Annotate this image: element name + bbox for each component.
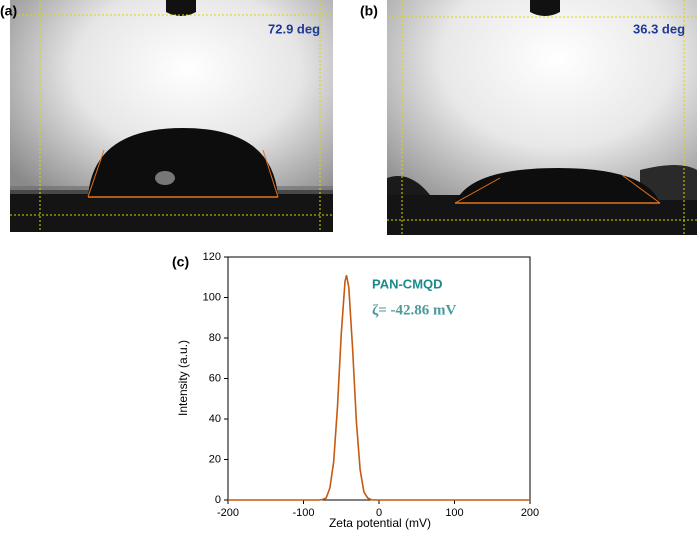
y-tick-label: 80 xyxy=(209,332,221,344)
y-tick-label: 20 xyxy=(209,453,221,465)
y-tick-label: 120 xyxy=(203,251,221,263)
annotation: ζ= -42.86 mV xyxy=(372,302,456,318)
angle-label: 72.9 deg xyxy=(268,21,320,36)
x-tick-label: -100 xyxy=(292,507,314,519)
legend-label: PAN-CMQD xyxy=(372,276,443,291)
y-tick-label: 60 xyxy=(209,372,221,384)
photo-b xyxy=(387,0,697,235)
data-line xyxy=(228,275,530,501)
y-tick-label: 40 xyxy=(209,413,221,425)
panel-label: (b) xyxy=(360,3,378,19)
x-tick-label: -200 xyxy=(217,507,239,519)
angle-label: 36.3 deg xyxy=(633,21,685,36)
x-tick-label: 100 xyxy=(445,507,463,519)
panel-label: (a) xyxy=(0,3,17,19)
plot-frame xyxy=(227,256,531,501)
x-tick-label: 200 xyxy=(521,507,539,519)
photo-a xyxy=(10,0,333,232)
panel-label: (c) xyxy=(172,254,189,270)
y-axis-label: Intensity (a.u.) xyxy=(176,340,190,416)
x-axis-label: Zeta potential (mV) xyxy=(329,516,431,530)
x-tick-label: 0 xyxy=(376,507,382,519)
y-tick-label: 0 xyxy=(215,494,221,506)
y-tick-label: 100 xyxy=(203,291,221,303)
